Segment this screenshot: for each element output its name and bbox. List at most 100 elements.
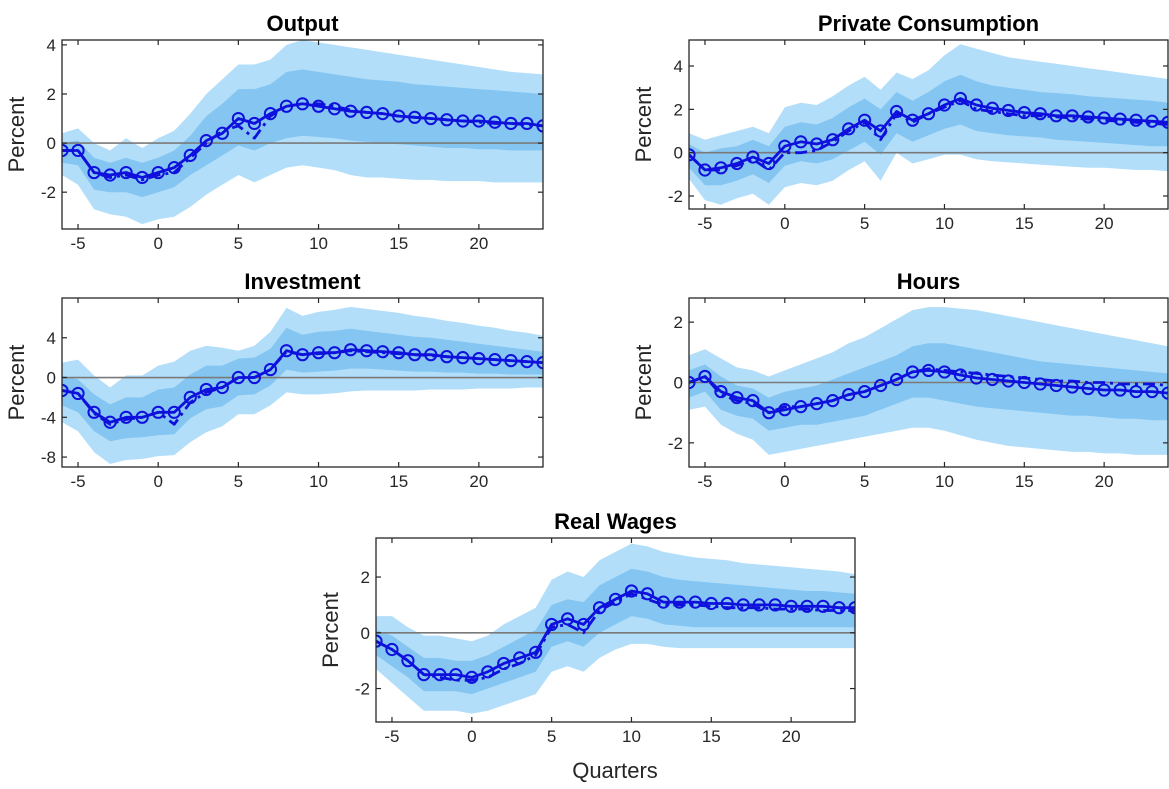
investment-point	[536, 356, 543, 370]
panel-real-wages: -5 0 5 10 15 20 -2 0 2 Real Wages Percent	[318, 509, 856, 746]
private-consumption-point	[1033, 107, 1047, 121]
hours-inner-band	[689, 343, 1168, 431]
hours-y-tick-label: -2	[668, 434, 683, 453]
private-consumption-inner-band	[689, 74, 1168, 186]
real-wages-point	[704, 596, 718, 611]
real-wages-point	[848, 601, 855, 615]
real-wages-title: Real Wages	[554, 509, 677, 534]
output-axes-box	[61, 39, 544, 230]
private-consumption-point	[985, 101, 999, 115]
private-consumption-axes-box	[688, 39, 1169, 210]
real-wages-point	[385, 642, 399, 657]
private-consumption-point	[889, 104, 904, 119]
output-x-tick-label: 5	[234, 234, 243, 253]
private-consumption-point	[842, 122, 856, 136]
real-wages-point	[561, 612, 575, 626]
hours-point	[1161, 386, 1168, 400]
output-point	[424, 111, 438, 126]
hours-y-tick-label: 2	[674, 313, 683, 332]
output-point	[231, 111, 245, 126]
investment-x-tick-label: -5	[70, 472, 85, 491]
private-consumption-y-tick-label: 0	[674, 144, 683, 163]
hours-point	[1097, 383, 1111, 397]
private-consumption-point	[778, 139, 792, 153]
real-wages-point	[672, 595, 686, 609]
real-wages-point	[640, 587, 655, 601]
private-consumption-point	[937, 98, 952, 112]
hours-x-tick-label: 15	[1015, 472, 1034, 491]
hours-x-tick-label: 10	[935, 472, 954, 491]
private-consumption-point	[1065, 109, 1079, 123]
hours-x-tick-label: 5	[860, 472, 869, 491]
output-point	[311, 99, 326, 113]
hours-point	[874, 378, 888, 393]
output-plot-area	[62, 40, 543, 225]
hours-point	[698, 369, 712, 384]
hours-point	[905, 365, 920, 379]
private-consumption-y-tick-label: -2	[668, 187, 683, 206]
real-wages-point	[545, 617, 559, 632]
real-wages-point	[376, 634, 383, 648]
real-wages-point	[720, 596, 734, 611]
hours-point	[889, 372, 904, 387]
output-y-tick-label: -2	[41, 183, 56, 202]
private-consumption-point	[1129, 113, 1143, 127]
investment-x-tick-label: 0	[153, 472, 162, 491]
private-consumption-point	[762, 156, 776, 171]
investment-point	[279, 344, 294, 358]
private-consumption-x-tick-label: 5	[860, 214, 869, 233]
hours-point	[746, 394, 760, 408]
real-wages-x-tick-label: 15	[702, 727, 721, 746]
output-series-dashdot-line	[62, 102, 543, 182]
real-wages-series-dashdot-line	[376, 592, 855, 682]
real-wages-x-tick-label: 20	[782, 727, 801, 746]
private-consumption-point	[794, 135, 808, 149]
hours-point	[1129, 384, 1143, 399]
panel-private-consumption: -5 0 5 10 15 20 -2 0 2 4 Private Consumption Percen…	[631, 11, 1169, 233]
output-y-tick-label: 4	[47, 36, 56, 55]
real-wages-x-tick-label: 5	[547, 727, 556, 746]
real-wages-x-tick-label: -5	[384, 727, 399, 746]
output-x-tick-label: 10	[309, 234, 328, 253]
output-y-tick-label: 2	[47, 85, 56, 104]
panel-hours: -5 0 5 10 15 20 -2 0 2 Hours Percent	[631, 269, 1169, 491]
output-x-tick-label: -5	[70, 234, 85, 253]
output-x-tick-label: 15	[389, 234, 408, 253]
panel-output: -5 0 5 10 15 20 -2 0 2 4 Output Percent	[4, 11, 544, 253]
investment-point	[263, 362, 278, 377]
hours-point	[1001, 374, 1015, 388]
private-consumption-point	[1001, 103, 1015, 118]
investment-x-tick-label: 10	[309, 472, 328, 491]
private-consumption-title: Private Consumption	[818, 11, 1039, 36]
real-wages-point	[736, 598, 750, 612]
output-point	[87, 165, 101, 180]
panel-investment: -5 0 5 10 15 20 -8 -4 0 4 Investment Percent	[4, 269, 544, 491]
hours-point	[985, 372, 999, 387]
private-consumption-x-tick-label: 10	[935, 214, 954, 233]
investment-x-tick-label: 20	[469, 472, 488, 491]
real-wages-point	[417, 668, 431, 682]
hours-title: Hours	[897, 269, 961, 294]
investment-point	[247, 370, 261, 385]
investment-x-tick-label: 15	[389, 472, 408, 491]
real-wages-point	[752, 598, 766, 612]
real-wages-inner-band	[376, 568, 855, 695]
real-wages-point	[449, 668, 463, 682]
output-point	[183, 148, 197, 162]
investment-title: Investment	[244, 269, 361, 294]
real-wages-x-tick-label: 0	[467, 727, 476, 746]
hours-x-tick-label: 20	[1095, 472, 1114, 491]
real-wages-point	[433, 668, 447, 682]
private-consumption-series-dashdot-line	[689, 99, 1168, 172]
hours-point	[1145, 384, 1159, 399]
output-point	[215, 126, 229, 140]
x-axis-label: Quarters	[572, 758, 658, 783]
private-consumption-point	[858, 113, 872, 127]
real-wages-y-axis-label: Percent	[318, 592, 343, 668]
private-consumption-y-axis-label: Percent	[631, 87, 656, 163]
output-y-tick-label: 0	[47, 134, 56, 153]
investment-axes-box	[61, 297, 544, 468]
investment-series-dashdot-line	[62, 349, 543, 426]
real-wages-point	[816, 599, 830, 613]
